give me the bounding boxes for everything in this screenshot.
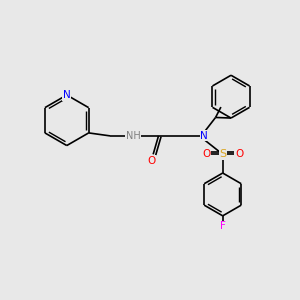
Text: F: F: [220, 221, 226, 231]
Text: O: O: [202, 149, 210, 159]
Text: O: O: [148, 156, 156, 166]
Text: O: O: [235, 149, 244, 159]
Text: N: N: [200, 131, 208, 141]
Text: N: N: [63, 90, 71, 100]
Text: NH: NH: [126, 131, 141, 141]
Text: S: S: [219, 149, 226, 159]
